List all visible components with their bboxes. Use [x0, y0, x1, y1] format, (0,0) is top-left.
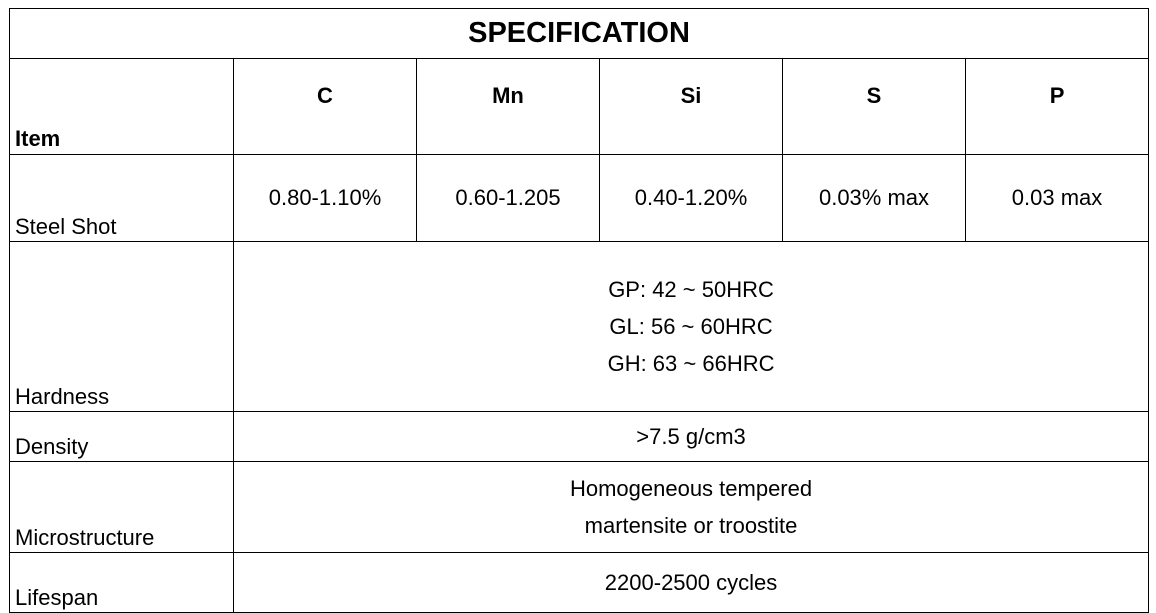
column-header-s: S [782, 58, 966, 155]
title-row: SPECIFICATION [8, 8, 1150, 59]
steel-shot-s-value: 0.03% max [782, 154, 966, 242]
hardness-value: GP: 42 ~ 50HRC GL: 56 ~ 60HRC GH: 63 ~ 6… [232, 241, 1150, 412]
steel-shot-p-value: 0.03 max [964, 154, 1150, 242]
specification-table: SPECIFICATION Item C Mn Si S P Steel Sho… [8, 8, 1150, 613]
column-header-p: P [964, 58, 1150, 155]
hardness-gh: GH: 63 ~ 66HRC [607, 351, 775, 376]
item-header: Item [9, 58, 234, 155]
lifespan-row: Lifespan 2200-2500 cycles [9, 552, 1150, 613]
column-header-c: C [233, 58, 417, 155]
lifespan-value: 2200-2500 cycles [232, 552, 1150, 613]
microstructure-line-1: Homogeneous tempered [569, 476, 813, 501]
column-header-mn: Mn [416, 58, 600, 155]
steel-shot-mn-value: 0.60-1.205 [416, 154, 600, 242]
table-title: SPECIFICATION [8, 8, 1150, 59]
steel-shot-row: Steel Shot 0.80-1.10% 0.60-1.205 0.40-1.… [9, 154, 1150, 242]
hardness-gl: GL: 56 ~ 60HRC [609, 314, 773, 339]
hardness-label: Hardness [9, 241, 234, 412]
lifespan-label: Lifespan [9, 552, 234, 613]
column-header-si: Si [599, 58, 783, 155]
density-label: Density [9, 411, 234, 462]
microstructure-value: Homogeneous tempered martensite or troos… [232, 461, 1150, 553]
microstructure-row: Microstructure Homogeneous tempered mart… [9, 461, 1150, 553]
hardness-row: Hardness GP: 42 ~ 50HRC GL: 56 ~ 60HRC G… [9, 241, 1150, 412]
density-row: Density >7.5 g/cm3 [9, 411, 1150, 462]
hardness-gp: GP: 42 ~ 50HRC [608, 277, 774, 302]
steel-shot-c-value: 0.80-1.10% [233, 154, 417, 242]
steel-shot-label: Steel Shot [9, 154, 234, 242]
microstructure-label: Microstructure [9, 461, 234, 553]
steel-shot-si-value: 0.40-1.20% [599, 154, 783, 242]
header-row: Item C Mn Si S P [9, 58, 1150, 155]
microstructure-line-2: martensite or troostite [584, 513, 798, 538]
density-value: >7.5 g/cm3 [232, 411, 1150, 462]
